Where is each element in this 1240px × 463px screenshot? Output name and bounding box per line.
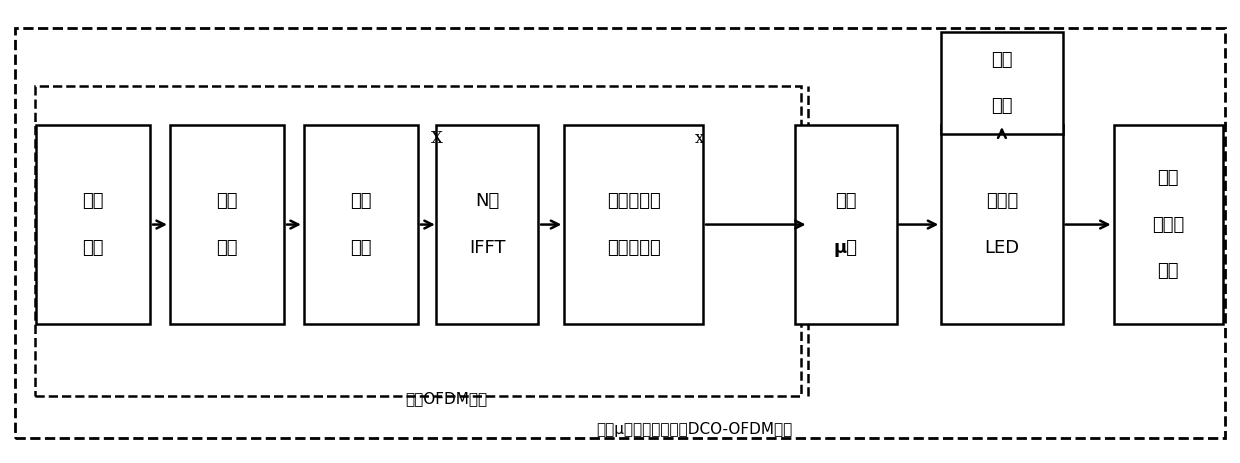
Text: LED: LED bbox=[985, 239, 1019, 257]
Bar bbox=[436, 125, 538, 324]
Bar bbox=[941, 125, 1063, 324]
Text: 无失真: 无失真 bbox=[1152, 216, 1184, 233]
Text: 基带: 基带 bbox=[216, 193, 238, 210]
Text: 和并串转换: 和并串转换 bbox=[606, 239, 661, 257]
Text: 串并: 串并 bbox=[350, 193, 372, 210]
Bar bbox=[941, 32, 1063, 134]
Bar bbox=[36, 125, 150, 324]
Text: 信号: 信号 bbox=[1157, 169, 1179, 187]
Bar bbox=[795, 125, 897, 324]
Text: X: X bbox=[430, 131, 443, 147]
Bar bbox=[15, 28, 1225, 438]
Text: 数据: 数据 bbox=[82, 239, 104, 257]
Bar bbox=[35, 86, 801, 396]
Text: μ律: μ律 bbox=[833, 239, 858, 257]
Text: 加循环前缀: 加循环前缀 bbox=[606, 193, 661, 210]
Text: 调制: 调制 bbox=[216, 239, 238, 257]
Text: N点: N点 bbox=[475, 193, 500, 210]
Text: 改进: 改进 bbox=[835, 193, 857, 210]
Bar bbox=[304, 125, 418, 324]
Text: 直流: 直流 bbox=[991, 51, 1013, 69]
Text: 输入: 输入 bbox=[82, 193, 104, 210]
Text: 偏置: 偏置 bbox=[991, 98, 1013, 115]
Text: 转换: 转换 bbox=[350, 239, 372, 257]
Text: x: x bbox=[694, 131, 704, 147]
Text: 输出: 输出 bbox=[1157, 262, 1179, 280]
Bar bbox=[1114, 125, 1223, 324]
Text: 生成μ律压缩信号后的DCO-OFDM信号: 生成μ律压缩信号后的DCO-OFDM信号 bbox=[596, 422, 792, 437]
Bar bbox=[564, 125, 703, 324]
Text: 发射器: 发射器 bbox=[986, 193, 1018, 210]
Text: IFFT: IFFT bbox=[469, 239, 506, 257]
Text: 生成OFDM信号: 生成OFDM信号 bbox=[405, 392, 487, 407]
Bar bbox=[170, 125, 284, 324]
